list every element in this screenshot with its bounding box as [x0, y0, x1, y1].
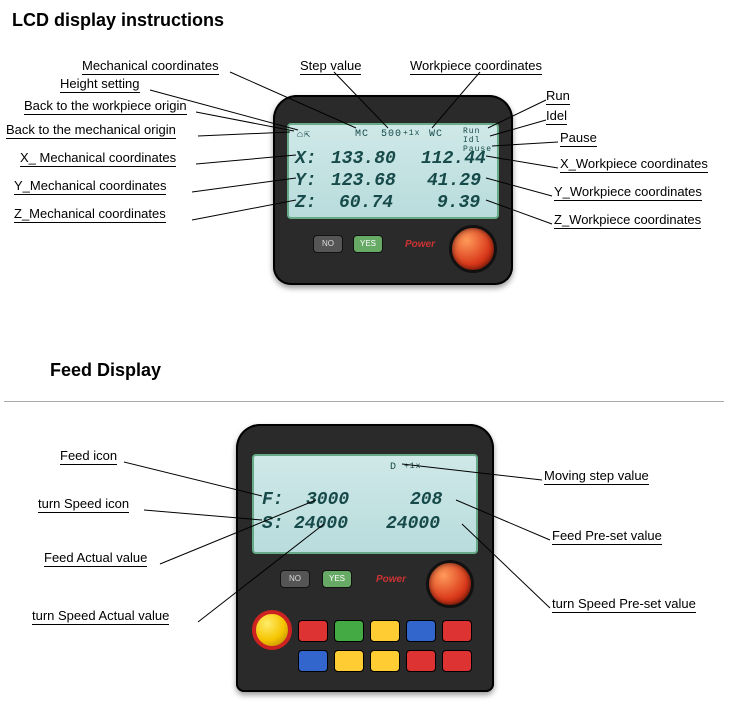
yes-button[interactable]: YES: [353, 235, 383, 253]
lcd-header-step: 500: [381, 129, 402, 140]
key-red-2[interactable]: [442, 620, 472, 642]
lcd-screen: ⌂⇱ MC 500 +1x WC Run Idl Pause X: 133.80…: [287, 123, 499, 219]
no-button-2[interactable]: NO: [280, 570, 310, 588]
callout-z-mech: Z_Mechanical coordinates: [14, 206, 166, 223]
callout-feed-actual: Feed Actual value: [44, 550, 147, 567]
lcd-z-wc: 9.39: [437, 193, 480, 213]
lcd2-s-label: S:: [262, 514, 284, 534]
callout-speed-actual: turn Speed Actual value: [32, 608, 169, 625]
lcd2-header-suffix: +1x: [404, 462, 421, 471]
section1-title: LCD display instructions: [0, 0, 737, 31]
lcd2-f-label: F:: [262, 490, 284, 510]
lcd2-f-preset: 208: [410, 490, 442, 510]
callout-feed-preset: Feed Pre-set value: [552, 528, 662, 545]
lcd-x-mc: 133.80: [331, 149, 396, 169]
jog-knob-2[interactable]: [426, 560, 474, 608]
lcd-header-wc: WC: [429, 129, 443, 140]
key-blue[interactable]: [406, 620, 436, 642]
lcd-z-label: Z:: [295, 193, 317, 213]
key-y2[interactable]: [370, 650, 400, 672]
lcd2-f-actual: 3000: [306, 490, 349, 510]
callout-y-wc: Y_Workpiece coordinates: [554, 184, 702, 201]
key-y1[interactable]: [334, 650, 364, 672]
callout-pause: Pause: [560, 130, 597, 147]
lcd-x-wc: 112.44: [421, 149, 486, 169]
callout-speed-preset: turn Speed Pre-set value: [552, 596, 696, 613]
yes-button-2[interactable]: YES: [322, 570, 352, 588]
estop-button[interactable]: [252, 610, 292, 650]
callout-idle: Idel: [546, 108, 567, 125]
key-green[interactable]: [334, 620, 364, 642]
keypad-row-2: [298, 650, 472, 672]
lcd2-s-actual: 24000: [294, 514, 348, 534]
callout-move-step: Moving step value: [544, 468, 649, 485]
key-r1[interactable]: [406, 650, 436, 672]
key-red[interactable]: [298, 620, 328, 642]
callout-x-mech: X_ Mechanical coordinates: [20, 150, 176, 167]
lcd-status-run: Run: [463, 127, 480, 136]
callout-wp-origin: Back to the workpiece origin: [24, 98, 187, 115]
callout-x-wc: X_Workpiece coordinates: [560, 156, 708, 173]
callout-wc: Workpiece coordinates: [410, 58, 542, 75]
section-lcd-instructions: LCD display instructions ⌂⇱ MC 500 +1x W…: [0, 0, 737, 300]
power-label-2: Power: [376, 574, 406, 585]
callout-feed-icon: Feed icon: [60, 448, 117, 465]
callout-y-mech: Y_Mechanical coordinates: [14, 178, 166, 195]
jog-knob[interactable]: [449, 225, 497, 273]
callout-height: Height setting: [60, 76, 140, 93]
callout-mech-coords: Mechanical coordinates: [82, 58, 219, 75]
lcd-screen-2: D +1x F: 3000 208 S: 24000 24000: [252, 454, 478, 554]
key-yellow[interactable]: [370, 620, 400, 642]
callout-mech-origin: Back to the mechanical origin: [6, 122, 176, 139]
lcd-header-mc: MC: [355, 129, 369, 140]
divider: [4, 401, 724, 402]
callout-speed-icon: turn Speed icon: [38, 496, 129, 513]
lcd-status-idle: Idl: [463, 136, 480, 145]
lcd-y-wc: 41.29: [427, 171, 481, 191]
cnc-pendant-device-2: D +1x F: 3000 208 S: 24000 24000 NO YES …: [236, 424, 494, 692]
section-feed-display: Feed Display D +1x F: 3000 208 S: 24000 …: [0, 340, 737, 700]
lcd-z-mc: 60.74: [339, 193, 393, 213]
lcd2-header-d: D: [390, 462, 397, 473]
key-r2[interactable]: [442, 650, 472, 672]
keypad-row-1: [252, 620, 472, 650]
lcd-header-step-suffix: +1x: [403, 129, 420, 138]
callout-step-value: Step value: [300, 58, 361, 75]
lcd-x-label: X:: [295, 149, 317, 169]
lcd-y-label: Y:: [295, 171, 317, 191]
callout-run: Run: [546, 88, 570, 105]
lcd2-s-preset: 24000: [386, 514, 440, 534]
cnc-pendant-device: ⌂⇱ MC 500 +1x WC Run Idl Pause X: 133.80…: [273, 95, 513, 285]
callout-z-wc: Z_Workpiece coordinates: [554, 212, 701, 229]
power-label: Power: [405, 239, 435, 250]
lcd-y-mc: 123.68: [331, 171, 396, 191]
key-b1[interactable]: [298, 650, 328, 672]
section2-title: Feed Display: [0, 340, 737, 391]
icon-origin: ⌂⇱: [297, 129, 311, 141]
no-button[interactable]: NO: [313, 235, 343, 253]
